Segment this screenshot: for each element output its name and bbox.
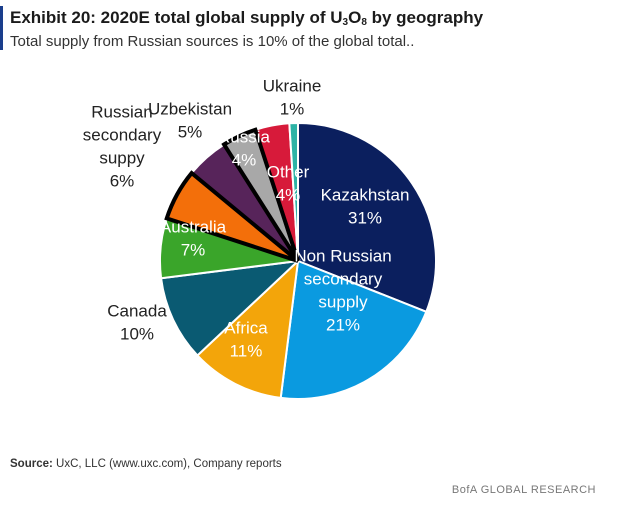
slice-label-australia: Australia 7% — [160, 218, 227, 260]
chart-subtitle: Total supply from Russian sources is 10%… — [10, 33, 415, 50]
brand-label: BofA GLOBAL RESEARCH — [451, 484, 596, 496]
slice-label-africa: Africa 11% — [224, 319, 268, 361]
slice-label-russian-secondary: Russian secondary suppy 6% — [83, 103, 162, 191]
slice-label-other: Other 4% — [267, 163, 310, 205]
pie-slice-canada — [159, 259, 301, 357]
source-note: Source: UxC, LLC (www.uxc.com), Company … — [10, 458, 282, 470]
slice-label-kazakhstan: Kazakhstan 31% — [321, 186, 410, 228]
pie-slice-non-russian-secondary — [279, 259, 428, 400]
slice-label-canada: Canada 10% — [107, 302, 167, 344]
title-accent-bar — [0, 6, 3, 50]
pie-slice-kazakhstan — [297, 121, 437, 314]
slice-label-ukraine: Ukraine 1% — [263, 77, 322, 119]
pie-slice-ukraine — [288, 121, 299, 262]
highlight-outline-0 — [164, 170, 300, 263]
slice-label-russia: Russia 4% — [218, 128, 271, 170]
pie-slice-africa — [195, 258, 300, 400]
highlight-outline-1 — [221, 127, 300, 263]
chart-title: Exhibit 20: 2020E total global supply of… — [10, 8, 484, 28]
slice-label-uzbekistan: Uzbekistan 5% — [148, 100, 232, 142]
slice-label-non-russian-secondary: Non Russian secondary supply 21% — [294, 247, 391, 335]
